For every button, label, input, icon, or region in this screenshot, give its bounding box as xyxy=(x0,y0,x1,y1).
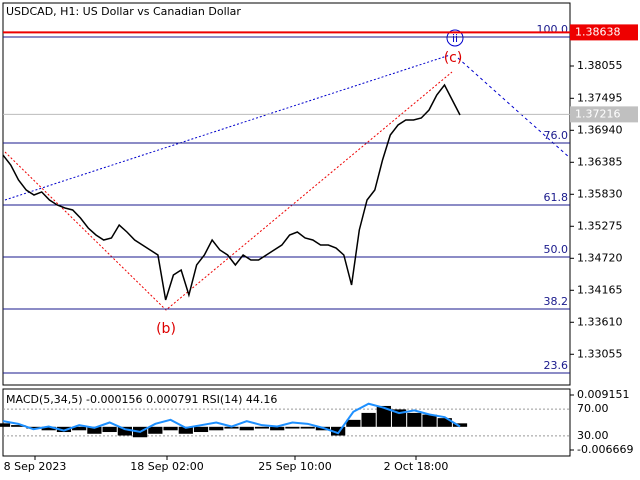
macd-bar xyxy=(117,426,132,436)
macd-bar xyxy=(209,426,224,431)
macd-bar xyxy=(26,426,41,429)
macd-bar xyxy=(300,426,315,429)
y-tick-label: 1.36385 xyxy=(577,155,623,168)
fib-label: 38.2 xyxy=(544,295,569,308)
wave-label: (b) xyxy=(156,321,176,337)
macd-bar xyxy=(72,426,87,431)
x-tick-label: 8 Sep 2023 xyxy=(4,460,67,473)
fib-label: 61.8 xyxy=(544,191,569,204)
macd-bar xyxy=(270,426,285,431)
macd-bar xyxy=(239,426,254,431)
macd-bar xyxy=(331,426,346,436)
macd-bar xyxy=(224,426,239,429)
macd-bar xyxy=(391,409,407,427)
x-tick-label: 25 Sep 10:00 xyxy=(258,460,331,473)
y-tick-label: 1.34165 xyxy=(577,283,623,296)
wave-circle xyxy=(446,29,464,47)
price-line xyxy=(2,83,461,301)
bid-label: 1.38638 xyxy=(575,25,621,38)
macd-bar xyxy=(376,405,391,427)
y-tick-label: 1.33610 xyxy=(577,315,623,328)
indicator-title: MACD(5,34,5) -0.000156 0.000791 RSI(14) … xyxy=(6,393,277,406)
x-tick-label: 18 Sep 02:00 xyxy=(130,460,203,473)
y-tick-label: 1.38055 xyxy=(577,59,623,72)
macd-bar xyxy=(148,426,163,434)
macd-bar xyxy=(437,418,452,427)
chart-title: USDCAD, H1: US Dollar vs Canadian Dollar xyxy=(6,5,241,18)
y-tick-label: -0.006669 xyxy=(577,443,633,456)
macd-bar xyxy=(346,419,361,427)
macd-bar xyxy=(41,426,56,431)
wave-label: ii xyxy=(452,32,458,45)
macd-bar xyxy=(178,426,193,434)
bid-box xyxy=(570,24,638,41)
fib-label: 100.0 xyxy=(537,23,569,36)
macd-bar xyxy=(11,425,26,427)
fib-label: 50.0 xyxy=(544,243,569,256)
y-tick-label: 1.33055 xyxy=(577,347,623,360)
macd-bar xyxy=(254,426,270,429)
y-tick-label: 0.009151 xyxy=(577,388,630,401)
fib-label: 23.6 xyxy=(544,359,569,372)
macd-bar xyxy=(452,423,468,427)
y-tick-label: 1.34720 xyxy=(577,251,623,264)
y-tick-label: 70.00 xyxy=(577,402,609,415)
y-tick-label: 30.00 xyxy=(577,429,609,442)
macd-bar xyxy=(361,412,376,427)
wave-line xyxy=(4,71,453,311)
indicator-frame xyxy=(2,388,571,457)
y-tick-label: 1.37495 xyxy=(577,91,623,104)
macd-bar xyxy=(163,426,178,431)
macd-bar xyxy=(87,426,102,434)
macd-bar xyxy=(422,414,437,427)
fib-label: 76.0 xyxy=(544,129,569,142)
y-tick-label: 1.36940 xyxy=(577,123,623,136)
last-price-label: 1.37216 xyxy=(575,107,621,120)
macd-bar xyxy=(102,426,117,433)
macd-bar xyxy=(0,423,11,427)
macd-bar xyxy=(56,426,72,433)
wave-line xyxy=(457,57,571,159)
rsi-line xyxy=(2,402,461,435)
last-price-box xyxy=(570,106,638,123)
y-tick-label: 1.35275 xyxy=(577,219,623,232)
macd-bar xyxy=(285,426,300,429)
y-tick-label: 1.35830 xyxy=(577,187,623,200)
macd-bar xyxy=(193,426,209,433)
macd-bar xyxy=(407,412,422,427)
x-tick-label: 2 Oct 18:00 xyxy=(384,460,449,473)
wave-label: (c) xyxy=(444,50,463,66)
